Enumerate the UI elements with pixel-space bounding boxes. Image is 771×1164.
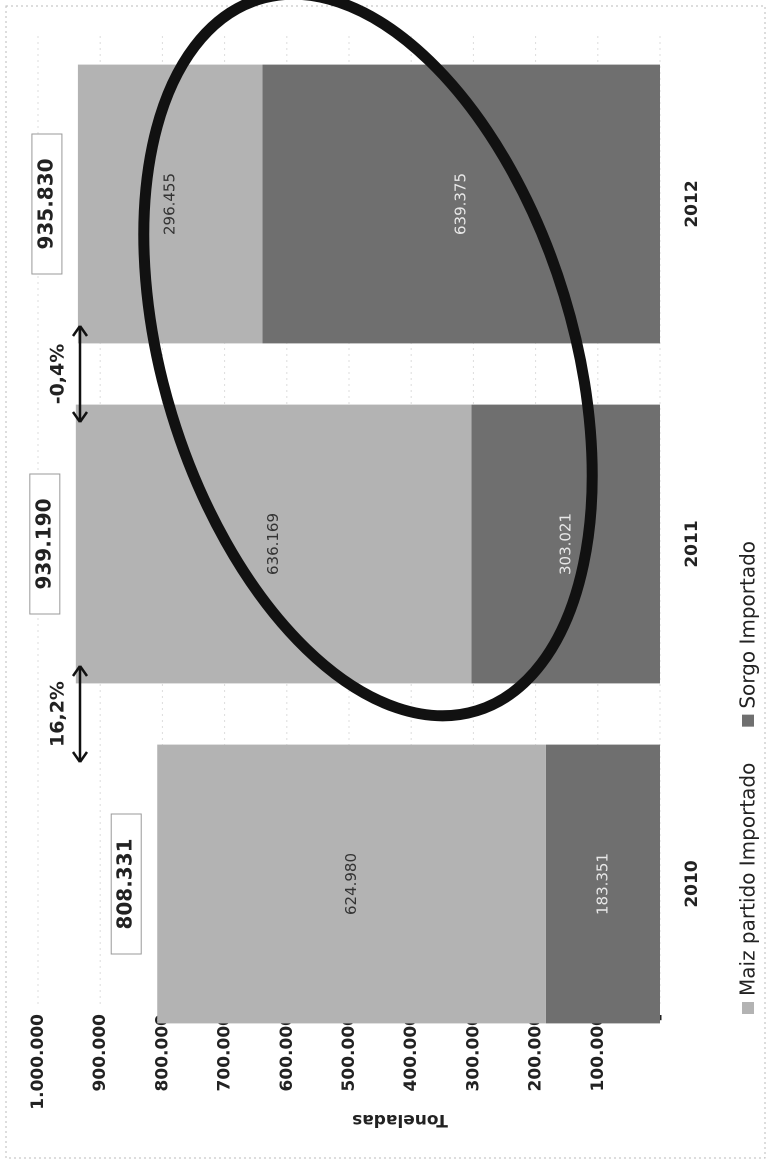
frame bbox=[5, 5, 766, 1159]
y-axis-title: Toneladas bbox=[352, 1110, 448, 1130]
total-label: 935.830 bbox=[33, 158, 57, 249]
y-tick-label: 700.000 bbox=[215, 1014, 235, 1092]
bar-value-label: 296.455 bbox=[161, 173, 179, 235]
bar-value-label: 636.169 bbox=[264, 513, 282, 575]
bar-value-label: 183.351 bbox=[593, 853, 611, 915]
bar-value-label: 639.375 bbox=[452, 173, 470, 235]
bar-segment bbox=[545, 744, 661, 1024]
bar-value-label: 303.021 bbox=[556, 513, 574, 575]
legend-swatch bbox=[742, 714, 754, 727]
y-tick-label: 400.000 bbox=[401, 1014, 421, 1092]
y-tick-label: 900.000 bbox=[90, 1014, 110, 1092]
x-tick-label: 2012 bbox=[682, 180, 702, 227]
legend-label: Sorgo Importado bbox=[736, 541, 760, 709]
y-tick-label: 100.000 bbox=[588, 1014, 608, 1092]
bar-value-label: 624.980 bbox=[342, 853, 360, 915]
y-tick-label: 1.000.000 bbox=[28, 1014, 48, 1110]
y-tick-label: 600.000 bbox=[277, 1014, 297, 1092]
bar-segment bbox=[471, 404, 660, 684]
change-label: -0,4% bbox=[47, 344, 69, 405]
bar-segment bbox=[77, 64, 263, 344]
bar-segment bbox=[75, 404, 472, 684]
x-tick-label: 2011 bbox=[682, 520, 702, 567]
total-box bbox=[31, 133, 63, 275]
total-box bbox=[110, 813, 142, 955]
bar-segment bbox=[157, 744, 546, 1024]
arrow-head bbox=[71, 665, 89, 763]
legend-label: Maiz partido Importado bbox=[736, 763, 760, 996]
total-label: 939.190 bbox=[31, 498, 55, 589]
highlight-ellipse bbox=[138, 0, 598, 722]
arrow-head bbox=[71, 325, 89, 423]
y-tick-label: 500.000 bbox=[339, 1014, 359, 1092]
y-tick-label: 200.000 bbox=[526, 1014, 546, 1092]
total-label: 808.331 bbox=[113, 838, 137, 929]
legend-swatch bbox=[742, 1002, 754, 1014]
total-box bbox=[29, 473, 61, 615]
rotated-chart: Toneladas -100.000200.000300.000400.0005… bbox=[28, 34, 760, 1130]
x-tick-label: 2010 bbox=[682, 860, 702, 907]
y-tick-label: 800.000 bbox=[152, 1014, 172, 1092]
change-label: 16,2% bbox=[47, 681, 69, 747]
y-tick-label: 300.000 bbox=[463, 1014, 483, 1092]
